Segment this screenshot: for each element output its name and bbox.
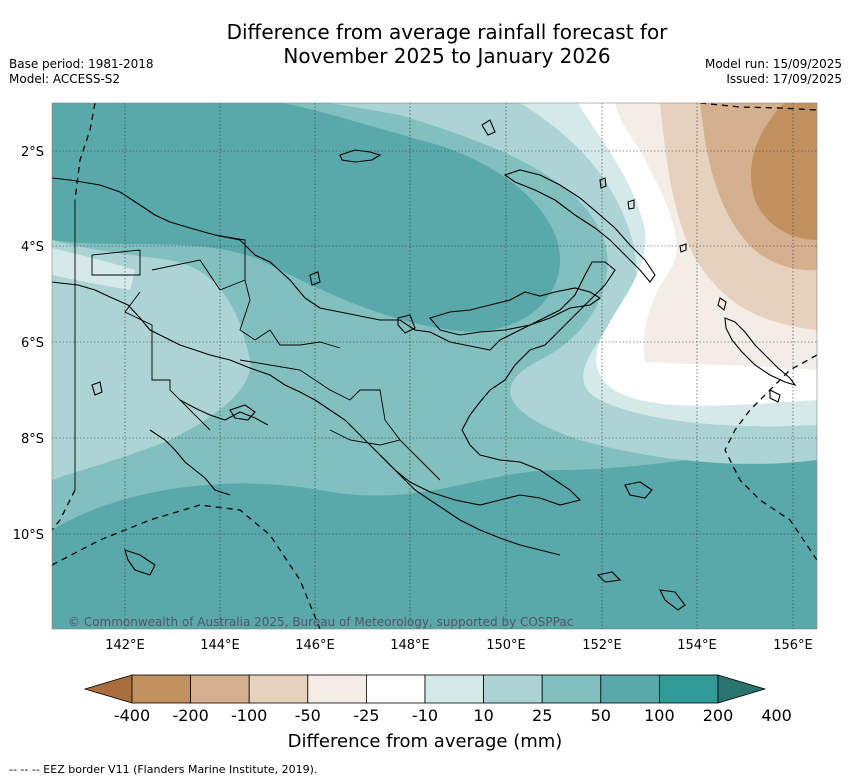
contour-100-200-nw: [52, 103, 135, 180]
colorbar-extend-high: [717, 674, 767, 704]
colorbar-swatch: [131, 674, 191, 704]
contour-minus-200-100: [750, 103, 817, 240]
colorbar-tick-label: -100: [231, 706, 267, 725]
meta-right: Model run: 15/09/2025 Issued: 17/09/2025: [705, 57, 842, 87]
lon-tick-152: 152°E: [582, 638, 622, 653]
lat-tick-4s: 4°S: [21, 240, 44, 255]
colorbar-swatch: [424, 674, 484, 704]
lat-tick-6s: 6°S: [21, 336, 44, 351]
colorbar-tick-label: -200: [172, 706, 208, 725]
colorbar-swatch: [600, 674, 660, 704]
colorbar-extend-low: [83, 674, 133, 704]
colorbar: -400 -200 -100 -50 -25 -10 10 25 50 100 200 400: [83, 674, 792, 725]
colorbar-tick-label: 100: [644, 706, 675, 725]
meta-left: Base period: 1981-2018 Model: ACCESS-S2: [9, 57, 154, 87]
lon-tick-142: 142°E: [105, 638, 145, 653]
colorbar-tick-label: 25: [532, 706, 552, 725]
map-plot-area: © Commonwealth of Australia 2025, Bureau…: [52, 103, 817, 629]
colorbar-swatch: [307, 674, 367, 704]
colorbar-tick-label: 200: [703, 706, 734, 725]
lon-tick-150: 150°E: [486, 638, 526, 653]
model-name: Model: ACCESS-S2: [9, 72, 121, 86]
colorbar-swatch: [659, 674, 719, 704]
colorbar-tick-label: -10: [412, 706, 438, 725]
colorbar-tick-label: -25: [353, 706, 379, 725]
admin-borders: [74, 200, 441, 490]
model-run: Model run: 15/09/2025: [704, 57, 842, 71]
lat-tick-8s: 8°S: [21, 432, 44, 447]
copyright-text: © Commonwealth of Australia 2025, Bureau…: [68, 615, 573, 629]
colorbar-tick-label: 400: [761, 706, 792, 725]
title-line-1: Difference from average rainfall forecas…: [226, 20, 668, 44]
colorbar-swatch: [541, 674, 602, 704]
lon-tick-144: 144°E: [200, 638, 240, 653]
colorbar-swatch: [248, 674, 309, 704]
coastlines: [52, 119, 797, 611]
base-period: Base period: 1981-2018: [9, 57, 154, 71]
lon-tick-156: 156°E: [773, 638, 813, 653]
colorbar-swatch: [483, 674, 543, 704]
eez-footnote: -- -- -- EEZ border V11 (Flanders Marine…: [9, 763, 318, 776]
issued-date: Issued: 17/09/2025: [726, 72, 842, 86]
colorbar-tick-label: 50: [591, 706, 611, 725]
lat-tick-10s: 10°S: [13, 528, 44, 543]
lon-tick-146: 146°E: [295, 638, 335, 653]
colorbar-swatch: [190, 674, 250, 704]
eez-borders: [52, 103, 817, 629]
colorbar-title: Difference from average (mm): [287, 731, 563, 752]
colorbar-tick-label: 10: [473, 706, 493, 725]
graticule: [52, 103, 817, 629]
lon-tick-154: 154°E: [677, 638, 717, 653]
lon-tick-labels: 142°E 144°E 146°E 148°E 150°E 152°E 154°…: [105, 638, 813, 653]
colorbar-tick-label: -50: [295, 706, 321, 725]
title-line-2: November 2025 to January 2026: [283, 44, 611, 68]
contour-100-200-north: [52, 103, 560, 332]
contour-25-50-west: [52, 240, 251, 480]
lat-tick-labels: 2°S 4°S 6°S 8°S 10°S: [13, 145, 44, 543]
contour-10-25-west: [52, 248, 135, 290]
map-title: Difference from average rainfall forecas…: [0, 20, 850, 68]
colorbar-swatch: [365, 674, 426, 704]
colorbar-tick-label: -400: [114, 706, 150, 725]
lat-tick-2s: 2°S: [21, 145, 44, 160]
map-frame: [51, 102, 818, 630]
lon-tick-148: 148°E: [390, 638, 430, 653]
